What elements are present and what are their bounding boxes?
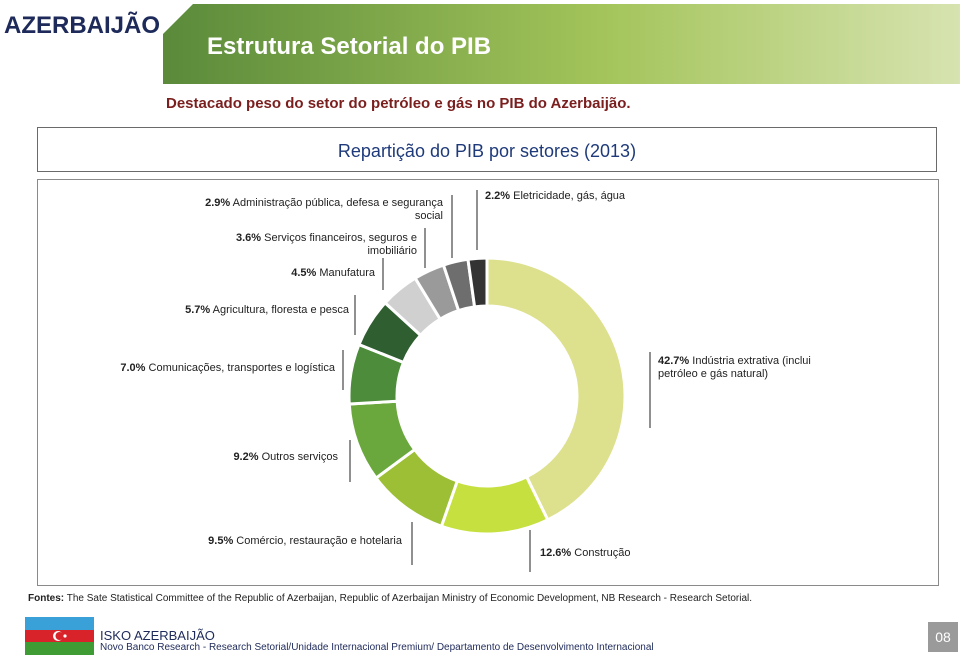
sources-label: Fontes: <box>28 593 65 604</box>
category-label: Administração pública, defesa e seguranç… <box>232 197 443 222</box>
slice <box>466 256 489 309</box>
sources-text: The Sate Statistical Committee of the Re… <box>66 593 753 604</box>
slice-label: 2.9% Administração pública, defesa e seg… <box>198 197 443 223</box>
category-label: Eletricidade, gás, água <box>513 190 626 202</box>
subtitle: Destacado peso do setor do petróleo e gá… <box>166 95 631 112</box>
flag <box>25 617 94 655</box>
slice-label: 9.2% Outros serviços <box>150 451 338 464</box>
title-box <box>37 127 937 172</box>
slice-label: 9.5% Comércio, restauração e hotelaria <box>200 535 402 548</box>
slice-label: 7.0% Comunicações, transportes e logísti… <box>90 362 335 375</box>
banner-title: Estrutura Setorial do PIB <box>207 33 492 60</box>
category-label: Serviços financeiros, seguros e imobiliá… <box>264 232 417 257</box>
value-label: 12.6% <box>540 547 572 559</box>
chart-box <box>37 179 939 586</box>
value-label: 3.6% <box>236 232 262 244</box>
slice-label: 3.6% Serviços financeiros, seguros e imo… <box>232 232 417 258</box>
category-label: Indústria extrativa (inclui petróleo e g… <box>658 355 811 380</box>
value-label: 2.9% <box>205 197 231 209</box>
value-label: 4.5% <box>291 267 317 279</box>
value-label: 9.2% <box>233 451 259 463</box>
banner <box>163 4 960 84</box>
value-label: 42.7% <box>658 355 690 367</box>
value-label: 2.2% <box>485 190 511 202</box>
value-label: 5.7% <box>185 304 211 316</box>
slice-label: 4.5% Manufatura <box>200 267 375 280</box>
category-label: Construção <box>574 547 631 559</box>
slice-label: 2.2% Eletricidade, gás, água <box>485 190 645 203</box>
category-label: Outros serviços <box>261 451 338 463</box>
slice-label: 42.7% Indústria extrativa (inclui petról… <box>658 355 828 381</box>
sources: Fontes: The Sate Statistical Committee o… <box>28 593 752 604</box>
value-label: 7.0% <box>120 362 146 374</box>
slice-label: 5.7% Agricultura, floresta e pesca <box>150 304 349 317</box>
slice-label: 12.6% Construção <box>540 547 660 560</box>
value-label: 9.5% <box>208 535 234 547</box>
slice <box>439 474 550 536</box>
footer-brand: ISKO AZERBAIJÃO <box>100 628 215 643</box>
chart-title: Repartição do PIB por setores (2013) <box>337 141 637 161</box>
category-label: Comércio, restauração e hotelaria <box>236 535 402 547</box>
category-label: Agricultura, floresta e pesca <box>212 304 349 316</box>
country: AZERBAIJÃO <box>4 12 161 39</box>
page-number: 08 <box>928 622 958 652</box>
footer-text: Novo Banco Research - Research Setorial/… <box>100 642 654 653</box>
category-label: Comunicações, transportes e logística <box>148 362 335 374</box>
category-label: Manufatura <box>319 267 375 279</box>
slice <box>485 256 627 522</box>
